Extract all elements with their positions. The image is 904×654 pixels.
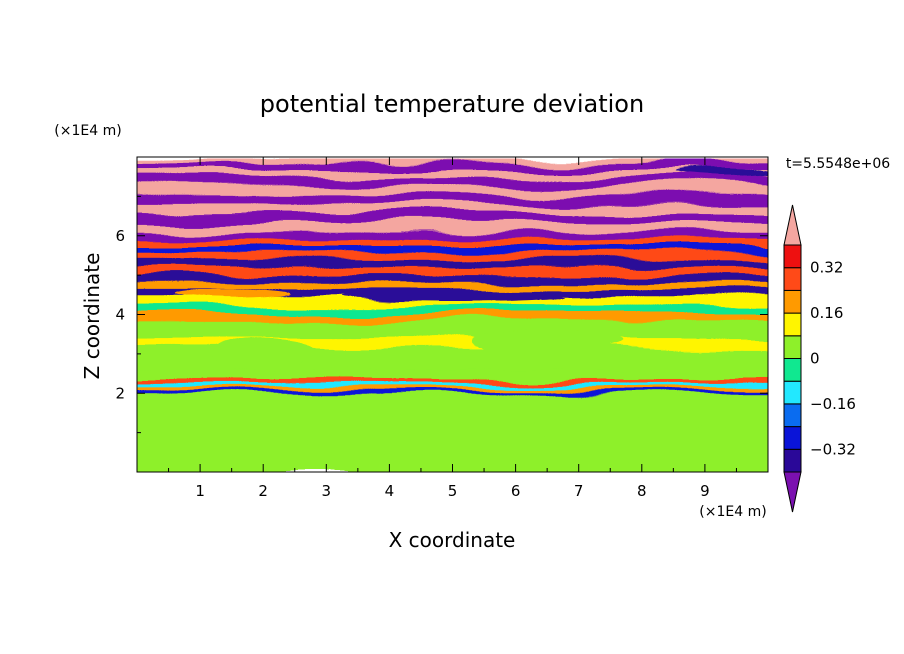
contour-patch — [439, 410, 541, 471]
x-tick-label: 9 — [700, 482, 710, 500]
colorbar-segment — [783, 244, 802, 269]
colorbar-segment — [783, 426, 802, 450]
colorbar-lower-arrow — [783, 471, 802, 513]
colorbar-label: −0.16 — [810, 395, 856, 413]
contour-patch — [307, 409, 396, 465]
x-tick-label: 8 — [637, 482, 647, 500]
y-axis-label: Z coordinate — [80, 253, 104, 380]
colorbar-segment — [783, 312, 802, 337]
x-axis-ticks: 1 2 3 4 5 6 7 8 9 — [168, 157, 737, 500]
colorbar-label: 0 — [810, 350, 820, 368]
x-tick-label: 4 — [385, 482, 395, 500]
colorbar-segment — [783, 403, 802, 428]
time-label: t=5.5548e+06 — [786, 156, 890, 172]
colorbar-label: −0.32 — [810, 440, 856, 458]
contour-patch — [543, 405, 652, 469]
y-unit-label: (×1E4 m) — [54, 123, 121, 139]
colorbar-segment — [783, 335, 802, 359]
contour-patch — [673, 169, 768, 180]
colorbar-segment — [783, 358, 802, 382]
y-tick-label: 6 — [115, 227, 125, 245]
colorbar-segment — [783, 267, 802, 291]
colorbar-label: 0.32 — [810, 259, 843, 277]
chart-title: potential temperature deviation — [260, 90, 644, 118]
colorbar-segment — [783, 380, 802, 405]
x-tick-label: 2 — [258, 482, 268, 500]
colorbar-upper-arrow — [783, 204, 802, 246]
x-axis-label: X coordinate — [389, 528, 516, 552]
colorbar-segment — [783, 289, 802, 314]
x-tick-label: 7 — [574, 482, 584, 500]
colorbar-segment — [783, 448, 802, 473]
y-tick-label: 4 — [115, 306, 125, 324]
contour-bands — [137, 158, 768, 472]
contour-patch — [679, 420, 743, 469]
contour-patch — [471, 330, 623, 354]
x-unit-label: (×1E4 m) — [699, 504, 766, 520]
contour-patch — [159, 409, 216, 449]
colorbar: 0.32 0.16 0 −0.16 −0.32 — [783, 204, 856, 513]
contour-patch — [338, 292, 567, 302]
x-tick-label: 6 — [511, 482, 521, 500]
y-axis-ticks: 2 4 6 — [115, 195, 768, 434]
x-tick-label: 5 — [448, 482, 458, 500]
y-tick-label: 2 — [115, 384, 125, 402]
contour-field — [137, 158, 768, 472]
x-tick-label: 1 — [195, 482, 205, 500]
contour-patch — [206, 340, 320, 368]
colorbar-label: 0.16 — [810, 304, 843, 322]
contour-patch — [174, 288, 289, 298]
x-tick-label: 3 — [322, 482, 332, 500]
